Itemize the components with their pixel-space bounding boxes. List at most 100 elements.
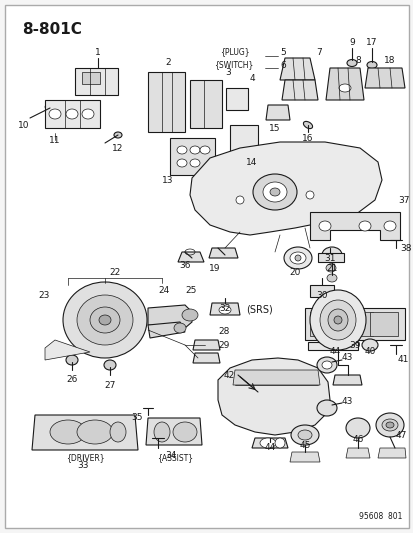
Ellipse shape	[305, 191, 313, 199]
Ellipse shape	[45, 104, 55, 111]
Ellipse shape	[66, 109, 78, 119]
Ellipse shape	[154, 422, 170, 442]
Text: 43: 43	[341, 353, 353, 362]
Text: 44: 44	[329, 348, 340, 357]
Polygon shape	[345, 448, 369, 458]
Bar	[82, 72, 100, 84]
Polygon shape	[209, 303, 240, 315]
Ellipse shape	[182, 309, 197, 321]
Polygon shape	[45, 100, 100, 128]
Text: 16: 16	[301, 133, 313, 142]
Text: 22: 22	[109, 268, 120, 277]
Ellipse shape	[114, 132, 122, 138]
Ellipse shape	[290, 425, 318, 445]
Text: 34: 34	[165, 450, 176, 459]
Polygon shape	[45, 340, 90, 360]
Polygon shape	[178, 252, 204, 262]
Bar	[309, 312, 337, 336]
Text: 6: 6	[279, 61, 285, 69]
Polygon shape	[190, 142, 381, 235]
Text: 4: 4	[249, 74, 255, 83]
Polygon shape	[233, 370, 319, 385]
Polygon shape	[289, 452, 319, 462]
Ellipse shape	[190, 146, 199, 154]
Ellipse shape	[218, 306, 230, 314]
Text: 21: 21	[325, 263, 337, 272]
Ellipse shape	[77, 420, 113, 444]
Polygon shape	[190, 80, 221, 128]
Ellipse shape	[99, 315, 111, 325]
Text: 17: 17	[366, 37, 377, 46]
Bar	[369, 312, 397, 336]
Ellipse shape	[63, 282, 147, 358]
Ellipse shape	[259, 438, 275, 448]
Polygon shape	[192, 340, 219, 350]
Polygon shape	[332, 375, 361, 385]
Text: 28: 28	[218, 327, 229, 336]
Polygon shape	[147, 72, 185, 132]
Ellipse shape	[262, 182, 286, 202]
Ellipse shape	[104, 360, 116, 370]
Ellipse shape	[358, 221, 370, 231]
Text: 13: 13	[162, 175, 173, 184]
Ellipse shape	[383, 221, 395, 231]
Ellipse shape	[338, 84, 350, 92]
Ellipse shape	[90, 307, 120, 333]
Ellipse shape	[50, 420, 86, 444]
Polygon shape	[209, 248, 237, 258]
Polygon shape	[317, 253, 343, 262]
Ellipse shape	[345, 418, 369, 438]
Polygon shape	[230, 125, 257, 155]
Ellipse shape	[321, 247, 341, 263]
Text: 8-801C: 8-801C	[22, 22, 82, 37]
Ellipse shape	[235, 196, 243, 204]
Ellipse shape	[283, 247, 311, 269]
Text: 7: 7	[315, 47, 321, 56]
Text: 2: 2	[165, 58, 171, 67]
Text: 18: 18	[383, 55, 395, 64]
Ellipse shape	[318, 221, 330, 231]
Text: 36: 36	[179, 261, 190, 270]
Text: 12: 12	[112, 143, 123, 152]
Ellipse shape	[321, 361, 331, 369]
Ellipse shape	[274, 438, 284, 448]
Text: {ASSIST}: {ASSIST}	[157, 454, 192, 463]
Text: 1: 1	[95, 47, 101, 56]
Text: 37: 37	[397, 196, 408, 205]
Text: 25: 25	[185, 286, 196, 295]
Text: 47: 47	[395, 431, 406, 440]
Text: 39: 39	[349, 341, 360, 350]
Polygon shape	[218, 358, 329, 435]
Text: 26: 26	[66, 376, 78, 384]
Text: 46: 46	[351, 435, 363, 445]
Text: 10: 10	[18, 120, 29, 130]
Ellipse shape	[252, 174, 296, 210]
Polygon shape	[32, 415, 138, 450]
Polygon shape	[225, 88, 247, 110]
Text: 9: 9	[348, 37, 354, 46]
Text: 40: 40	[363, 348, 375, 357]
Text: 45: 45	[299, 440, 310, 449]
Text: 24: 24	[158, 286, 169, 295]
Text: 31: 31	[323, 254, 335, 262]
Ellipse shape	[173, 323, 185, 333]
Text: 14: 14	[246, 157, 257, 166]
Ellipse shape	[289, 252, 305, 264]
Text: 43: 43	[341, 398, 353, 407]
Polygon shape	[364, 68, 404, 88]
Text: {PLUG}: {PLUG}	[219, 47, 249, 56]
Ellipse shape	[319, 300, 355, 340]
Text: 8: 8	[354, 55, 360, 64]
Ellipse shape	[381, 419, 397, 431]
Ellipse shape	[366, 61, 376, 69]
Ellipse shape	[316, 357, 336, 373]
Ellipse shape	[327, 309, 347, 331]
Text: 44: 44	[264, 443, 275, 453]
Polygon shape	[279, 58, 314, 80]
Ellipse shape	[303, 122, 312, 128]
Ellipse shape	[294, 255, 300, 261]
Text: 23: 23	[38, 290, 49, 300]
Ellipse shape	[309, 290, 365, 350]
Text: {SWITCH}: {SWITCH}	[214, 61, 253, 69]
Text: 29: 29	[218, 341, 229, 350]
